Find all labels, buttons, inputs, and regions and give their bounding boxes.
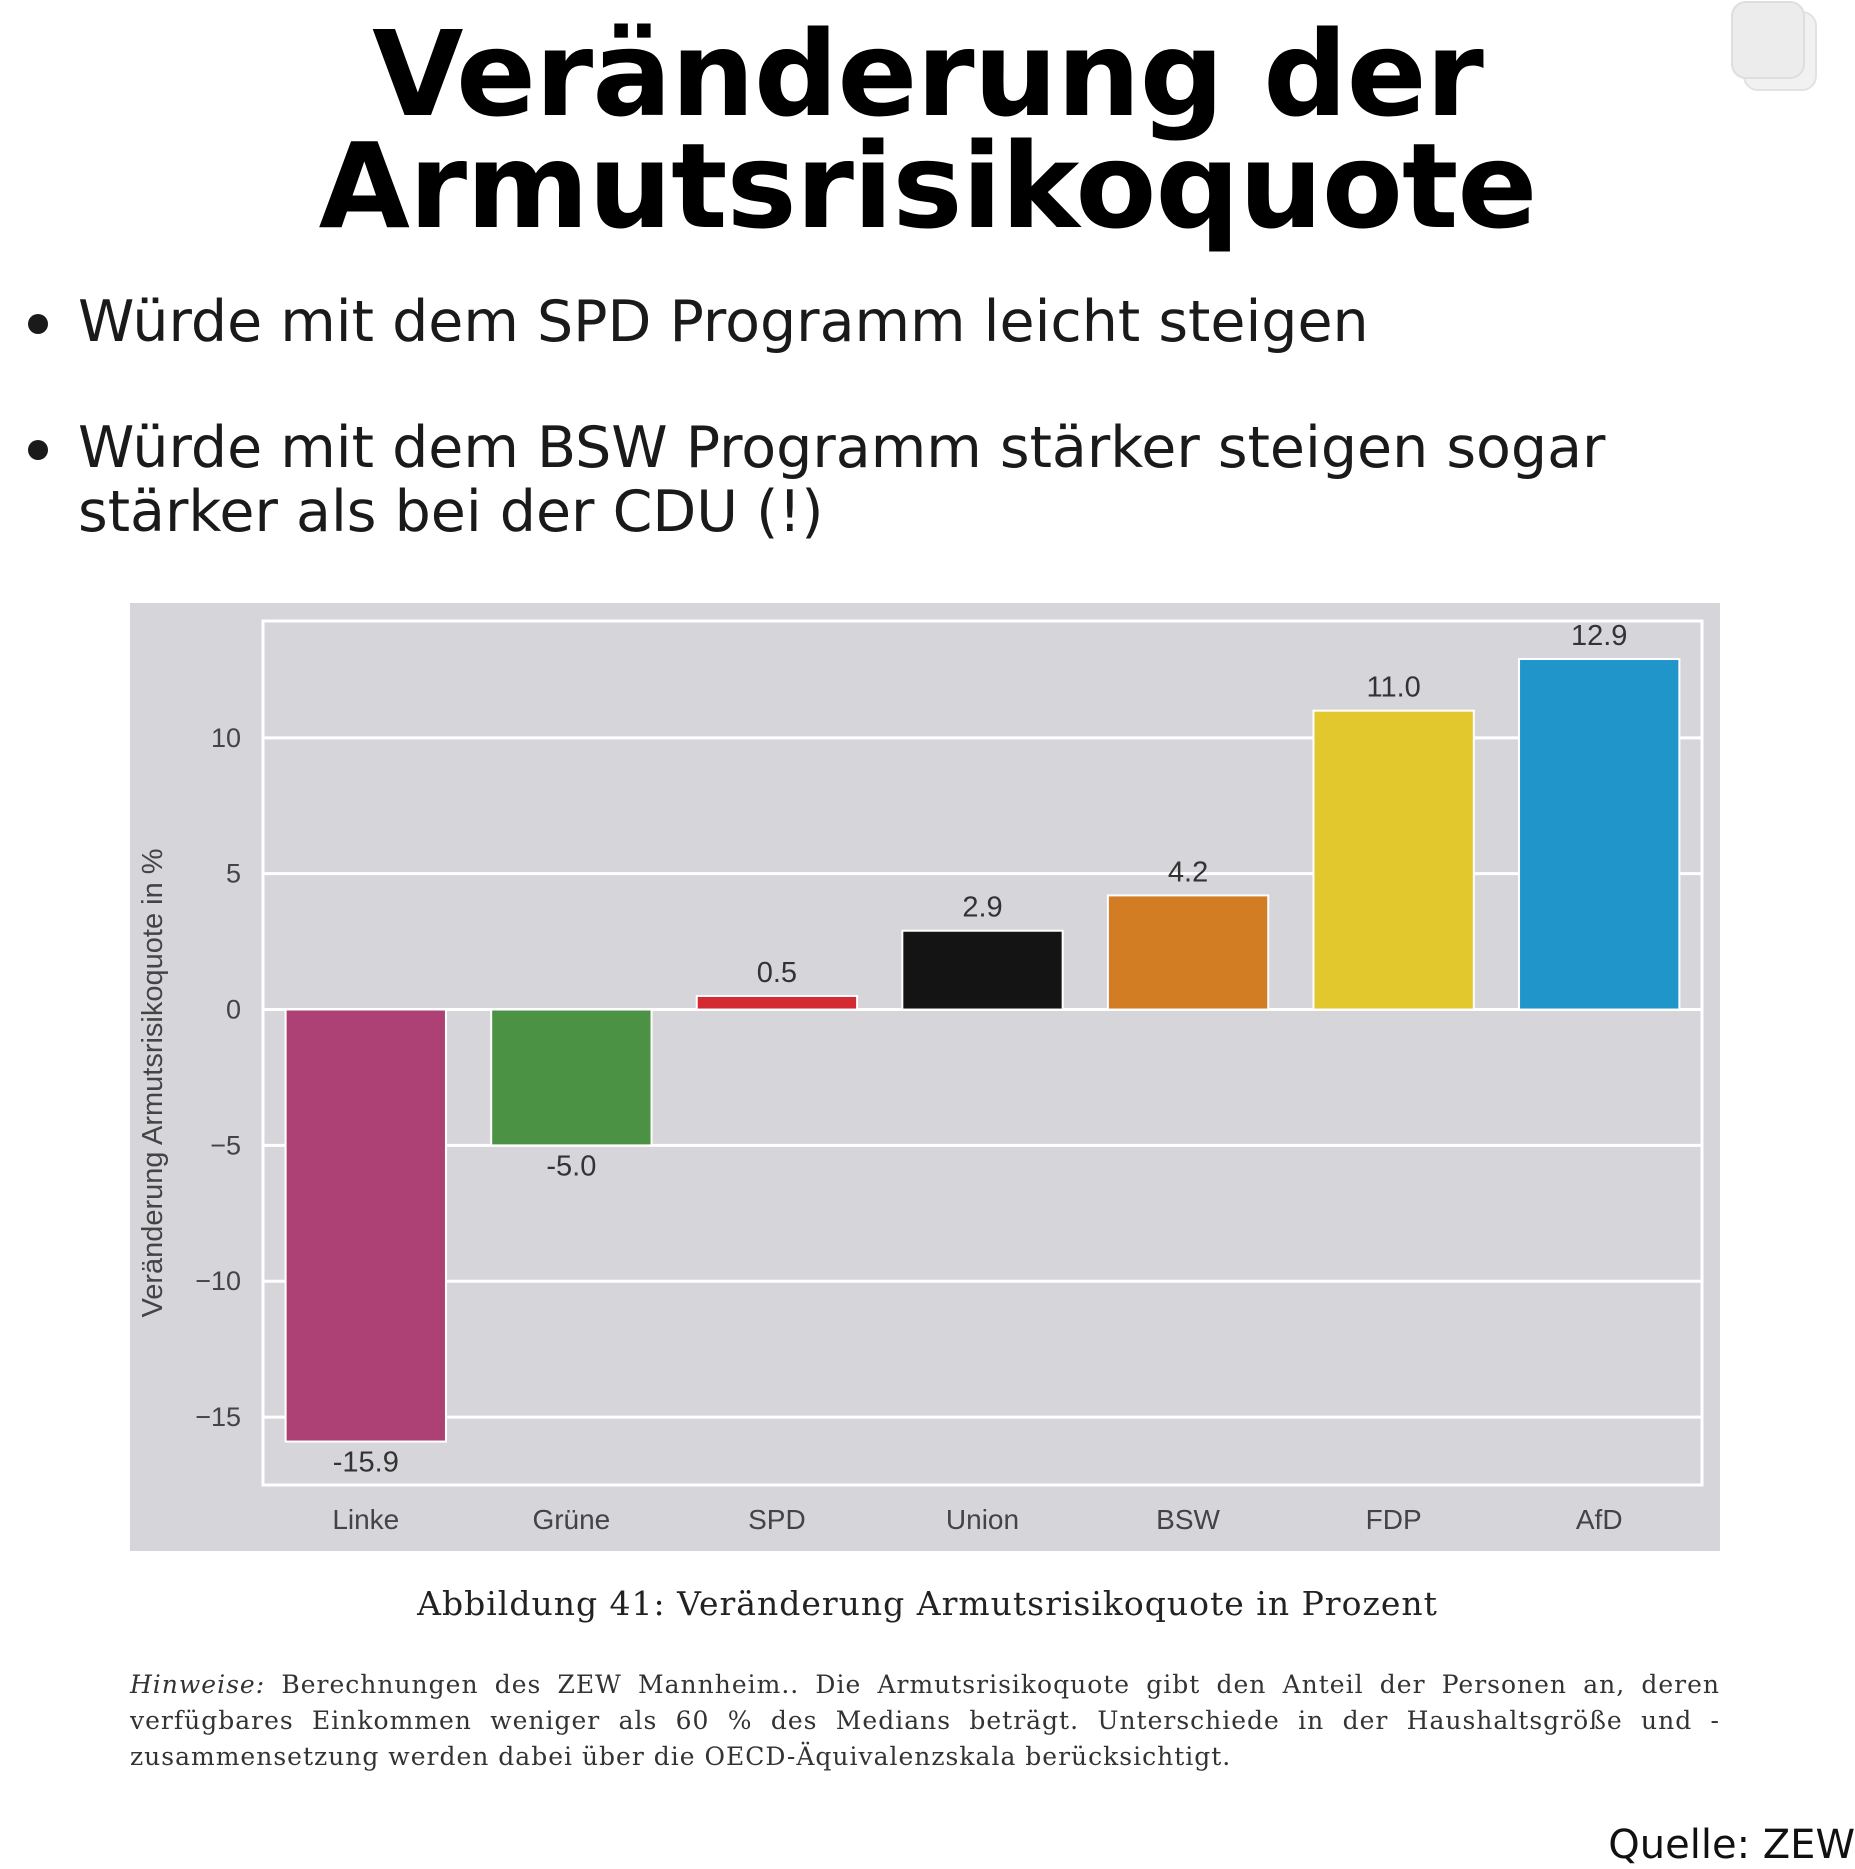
bar-linke	[284, 1008, 447, 1443]
title-line-2: Armutsrisikoquote	[318, 117, 1538, 255]
x-tick-label: Grüne	[532, 1504, 610, 1535]
bar-spd	[695, 994, 859, 1011]
bar-value-label: 2.9	[962, 892, 1002, 924]
bar-value-label: 4.2	[1168, 856, 1208, 888]
y-tick-label: 5	[226, 859, 241, 889]
notes-label: Hinweise:	[130, 1670, 266, 1699]
y-tick-label: −10	[195, 1266, 241, 1296]
x-tick-label: BSW	[1156, 1504, 1220, 1535]
bullet-dot-icon	[28, 314, 48, 334]
bar-afd	[1518, 658, 1681, 1011]
bar-bsw	[1106, 894, 1270, 1011]
bar-chart: 10 5 0 −5 −10 −15 Veränderung Armutsrisikoquot…	[130, 603, 1720, 1551]
title-line-1: Veränderung der	[372, 5, 1484, 143]
y-tick-label: 10	[211, 723, 241, 753]
bar-fdp	[1312, 709, 1475, 1011]
x-tick-label: Linke	[332, 1504, 399, 1535]
figure-caption: Abbildung 41: Veränderung Armutsrisikoqu…	[417, 1584, 1438, 1623]
bar-value-label: 12.9	[1571, 620, 1627, 652]
plot-area	[261, 619, 1704, 1487]
figure-notes: Hinweise: Berechnungen des ZEW Mannheim.…	[130, 1667, 1720, 1775]
bar-value-label: 11.0	[1366, 672, 1420, 704]
bullet-dot-icon	[28, 440, 48, 460]
bullet-item: Würde mit dem SPD Programm leicht steige…	[20, 290, 1820, 354]
y-tick-label: −5	[210, 1130, 241, 1160]
copy-icon[interactable]	[1726, 0, 1826, 96]
bullet-text: Würde mit dem BSW Programm stärker steig…	[78, 415, 1606, 545]
bar-value-label: -15.9	[333, 1447, 399, 1479]
bar-grüne	[490, 1008, 653, 1147]
x-tick-label: FDP	[1366, 1504, 1422, 1535]
bar-value-label: -5.0	[546, 1150, 596, 1182]
bullet-list: Würde mit dem SPD Programm leicht steige…	[20, 290, 1820, 606]
x-tick-label: AfD	[1576, 1504, 1623, 1535]
y-tick-label: −15	[195, 1402, 241, 1432]
bar-value-label: 0.5	[757, 957, 797, 989]
y-tick-label: 0	[226, 995, 241, 1025]
y-axis-label: Veränderung Armutsrisikoquote in %	[137, 848, 169, 1317]
x-tick-label: SPD	[748, 1504, 806, 1535]
page-title: Veränderung der Armutsrisikoquote	[0, 5, 1855, 255]
bar-chart-svg: 10 5 0 −5 −10 −15 Veränderung Armutsrisikoquot…	[130, 603, 1720, 1551]
bullet-text: Würde mit dem SPD Programm leicht steige…	[78, 289, 1369, 355]
x-tick-label: Union	[946, 1504, 1019, 1535]
bullet-item: Würde mit dem BSW Programm stärker steig…	[20, 416, 1820, 544]
source-credit: Quelle: ZEW	[1608, 1822, 1855, 1868]
notes-text: Berechnungen des ZEW Mannheim.. Die Armu…	[130, 1670, 1720, 1771]
bar-union	[901, 929, 1064, 1011]
